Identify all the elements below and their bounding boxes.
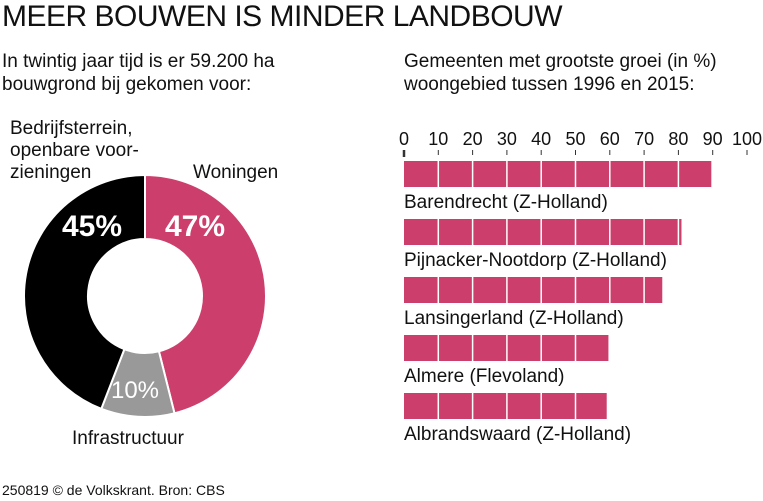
bar-category-label: Lansingerland (Z-Holland) [404, 308, 624, 329]
footer-credit: 250819 © de Volkskrant. Bron: CBS [2, 482, 225, 498]
donut-value-label-1: 10% [111, 377, 159, 404]
x-tick-label: 90 [703, 129, 723, 149]
slice-label-woningen: Woningen [193, 162, 279, 183]
slice-label-infrastructuur: Infrastructuur [72, 428, 184, 449]
slice-label-bedrijf-1: Bedrijfsterrein, [10, 118, 133, 139]
bar-subtitle-1: Gemeenten met grootste groei (in %) [404, 51, 717, 72]
donut-slice-2 [23, 173, 146, 411]
donut-subtitle-2: bouwgrond bij gekomen voor: [2, 74, 252, 95]
x-tick-label: 70 [634, 129, 654, 149]
x-tick-label: 0 [399, 129, 409, 149]
x-tick-label: 100 [732, 129, 762, 149]
x-tick-label: 20 [463, 129, 483, 149]
slice-label-bedrijf-3: zieningen [10, 162, 92, 183]
donut-value-label-0: 47% [165, 210, 225, 243]
bar-category-label: Pijnacker-Nootdorp (Z-Holland) [404, 250, 667, 271]
x-tick-label: 40 [531, 129, 551, 149]
bar-1 [404, 219, 682, 245]
bar-category-label: Albrandswaard (Z-Holland) [404, 424, 631, 445]
bar-subtitle-2: woongebied tussen 1996 en 2015: [404, 74, 695, 95]
bar-2 [404, 277, 663, 303]
donut-subtitle-1: In twintig jaar tijd is er 59.200 ha [2, 51, 275, 72]
x-tick-label: 80 [668, 129, 688, 149]
x-tick-label: 50 [565, 129, 585, 149]
donut-slice-0 [144, 173, 267, 415]
x-tick-label: 30 [497, 129, 517, 149]
bar-category-label: Barendrecht (Z-Holland) [404, 192, 608, 213]
page-title: MEER BOUWEN IS MINDER LANDBOUW [2, 0, 563, 33]
bar-4 [404, 393, 607, 419]
donut-value-label-2: 45% [62, 210, 122, 243]
bar-0 [404, 161, 712, 187]
x-tick-label: 60 [600, 129, 620, 149]
bar-category-label: Almere (Flevoland) [404, 366, 565, 387]
x-tick-label: 10 [428, 129, 448, 149]
slice-label-bedrijf-2: openbare voor- [10, 140, 139, 161]
